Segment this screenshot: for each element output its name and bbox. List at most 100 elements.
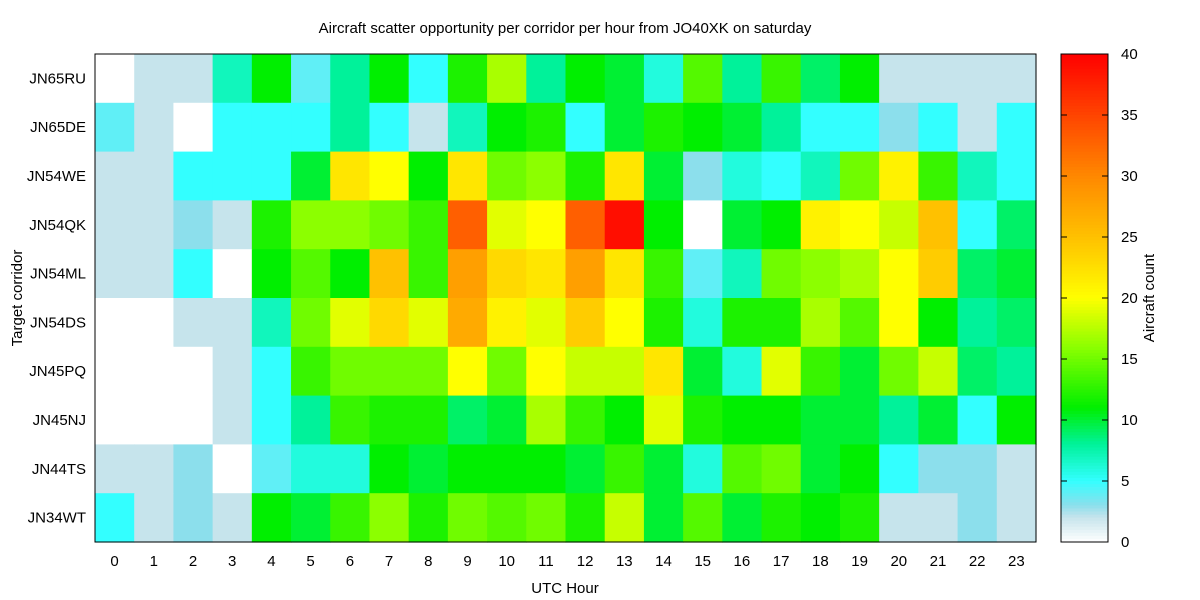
colorbar-tick-labels: 0 5 10 15 20 25 30 35 40 <box>1061 46 1138 551</box>
heatmap-cell <box>212 444 253 494</box>
colorbar-segment <box>1061 72 1108 76</box>
heatmap-cell <box>95 395 135 445</box>
heatmap-cell <box>134 493 175 543</box>
heatmap-cell <box>722 151 763 201</box>
colorbar-segment <box>1061 496 1108 500</box>
heatmap-cell <box>996 346 1037 397</box>
heatmap-cell <box>839 249 880 299</box>
heatmap-cell <box>526 493 567 543</box>
x-axis-label: UTC Hour <box>531 580 599 597</box>
heatmap-cell <box>800 200 841 250</box>
colorbar-segment <box>1061 529 1108 534</box>
heatmap-cell <box>447 493 488 543</box>
colorbar-segment <box>1061 203 1108 208</box>
colorbar-tick-label: 30 <box>1121 168 1138 185</box>
colorbar-segment <box>1061 538 1108 543</box>
heatmap-cell <box>683 298 723 348</box>
heatmap-cell <box>251 54 292 104</box>
heatmap-cell <box>408 346 449 397</box>
heatmap-cell <box>408 395 449 445</box>
heatmap-cell <box>800 54 841 104</box>
colorbar-segment <box>1061 474 1108 479</box>
heatmap-cell <box>487 249 527 299</box>
colorbar-segment <box>1061 200 1108 205</box>
colorbar-segment <box>1061 398 1108 403</box>
colorbar-segment <box>1061 139 1108 144</box>
colorbar-segment <box>1061 392 1108 397</box>
x-tick-label: 16 <box>734 553 751 570</box>
colorbar-segment <box>1061 81 1108 86</box>
heatmap-cell <box>487 151 527 201</box>
heatmap-cell <box>369 151 410 201</box>
colorbar-segment <box>1061 151 1108 156</box>
colorbar-segment <box>1061 407 1108 412</box>
heatmap-cell <box>879 102 919 153</box>
heatmap-cell <box>800 346 841 397</box>
heatmap-cell <box>526 200 567 250</box>
colorbar-segment <box>1061 276 1108 281</box>
colorbar-segment <box>1061 60 1108 64</box>
heatmap-cell <box>173 102 214 153</box>
colorbar-segment <box>1061 66 1108 70</box>
x-tick-labels: 0 1 2 3 4 5 6 7 8 9 10 11 12 13 14 15 16 17 18 19 20 21 22 23 <box>110 553 1024 570</box>
heatmap-cell <box>604 395 645 445</box>
colorbar-segment <box>1061 270 1108 275</box>
heatmap-cell <box>839 346 880 397</box>
heatmap-cell <box>173 346 214 397</box>
colorbar-segment <box>1061 416 1108 421</box>
heatmap-cell <box>408 151 449 201</box>
colorbar-segment <box>1061 118 1108 122</box>
colorbar-segment <box>1061 230 1108 235</box>
heatmap-cell <box>134 395 175 445</box>
heatmap-cell <box>604 54 645 104</box>
colorbar-segment <box>1061 90 1108 95</box>
colorbar-segment <box>1061 252 1108 256</box>
colorbar-segment <box>1061 371 1108 375</box>
heatmap-cell <box>722 346 763 397</box>
heatmap-cell <box>487 102 527 153</box>
heatmap-cell <box>800 249 841 299</box>
heatmap-cell <box>487 200 527 250</box>
x-tick-label: 1 <box>150 553 158 570</box>
y-tick-label: JN44TS <box>32 461 86 478</box>
heatmap-cell <box>839 298 880 348</box>
colorbar-segment <box>1061 383 1108 388</box>
heatmap-cell <box>526 249 567 299</box>
heatmap-cell <box>996 200 1037 250</box>
heatmap-cell <box>173 395 214 445</box>
colorbar-segment <box>1061 352 1108 357</box>
colorbar-segment <box>1061 194 1108 198</box>
heatmap-cell <box>251 298 292 348</box>
heatmap-cell <box>291 102 331 153</box>
colorbar-segment <box>1061 218 1108 223</box>
heatmap-cell <box>761 298 802 348</box>
heatmap-cell <box>526 54 567 104</box>
heatmap-cell <box>643 151 684 201</box>
heatmap-cell <box>330 298 371 348</box>
heatmap-cell <box>839 395 880 445</box>
heatmap-cell <box>722 493 763 543</box>
heatmap-cell <box>643 346 684 397</box>
colorbar-segment <box>1061 188 1108 192</box>
colorbar-tick-label: 5 <box>1121 473 1129 490</box>
x-tick-label: 22 <box>969 553 986 570</box>
heatmap-cell <box>526 151 567 201</box>
heatmap-cell <box>996 298 1037 348</box>
heatmap-cell <box>369 102 410 153</box>
heatmap-cell <box>604 249 645 299</box>
heatmap-cell <box>95 444 135 494</box>
heatmap-cell <box>330 493 371 543</box>
colorbar-segment <box>1061 294 1108 299</box>
y-tick-label: JN54QK <box>29 217 86 234</box>
heatmap-cell <box>134 151 175 201</box>
heatmap-cell <box>291 493 331 543</box>
heatmap-cell <box>369 395 410 445</box>
heatmap-cell <box>722 102 763 153</box>
x-tick-label: 17 <box>773 553 790 570</box>
heatmap-cell <box>918 102 959 153</box>
heatmap-cell <box>996 493 1037 543</box>
heatmap-cell <box>565 200 606 250</box>
heatmap-cell <box>408 54 449 104</box>
heatmap-cell <box>134 346 175 397</box>
heatmap-cell <box>134 298 175 348</box>
